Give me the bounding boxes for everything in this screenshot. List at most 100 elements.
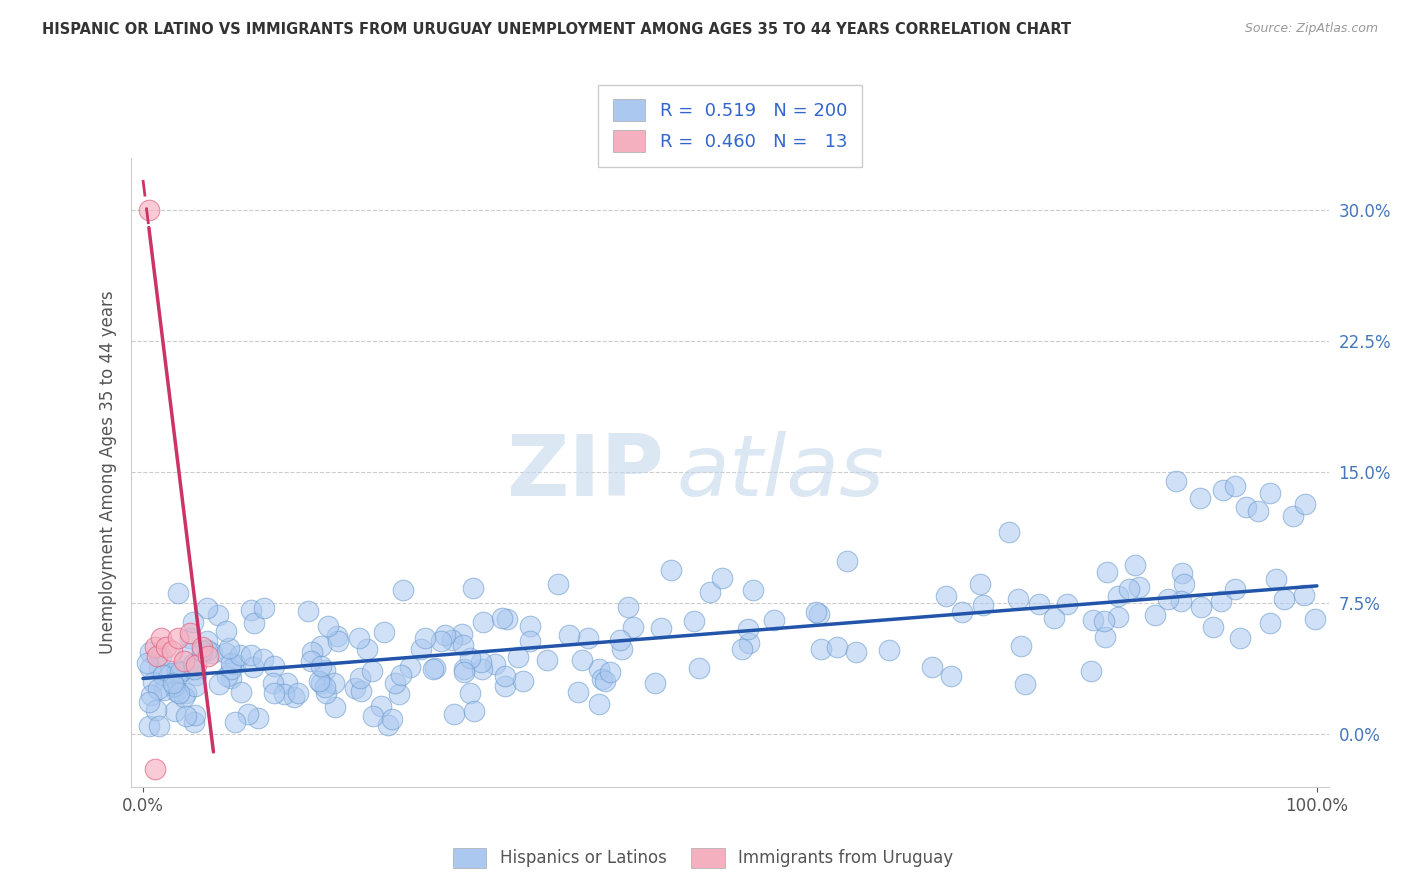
Point xyxy=(174,709,197,723)
Point xyxy=(451,638,474,652)
Point xyxy=(683,614,706,628)
Point xyxy=(1201,620,1223,634)
Point xyxy=(370,698,392,713)
Point xyxy=(1107,609,1129,624)
Point xyxy=(276,675,298,690)
Point xyxy=(316,619,339,633)
Point xyxy=(425,660,447,674)
Point xyxy=(737,623,759,637)
Point xyxy=(1225,582,1247,596)
Point xyxy=(195,643,218,657)
Point xyxy=(1081,613,1104,627)
Point xyxy=(207,607,229,622)
Point xyxy=(1164,474,1187,488)
Point xyxy=(381,712,404,726)
Point xyxy=(808,607,831,622)
Point xyxy=(1258,486,1281,500)
Point xyxy=(491,611,513,625)
Point xyxy=(184,667,207,681)
Point xyxy=(1170,593,1192,607)
Point xyxy=(326,630,349,644)
Point xyxy=(166,665,188,679)
Point xyxy=(1236,500,1258,515)
Point xyxy=(183,714,205,729)
Point xyxy=(450,627,472,641)
Point xyxy=(593,673,616,688)
Point xyxy=(609,633,631,648)
Point xyxy=(496,612,519,626)
Point xyxy=(273,687,295,701)
Point xyxy=(181,615,204,630)
Point xyxy=(221,671,243,685)
Point xyxy=(453,662,475,676)
Point xyxy=(308,673,330,688)
Point xyxy=(242,660,264,674)
Point xyxy=(472,615,495,630)
Point xyxy=(149,649,172,664)
Legend: Hispanics or Latinos, Immigrants from Uruguay: Hispanics or Latinos, Immigrants from Ur… xyxy=(446,841,960,875)
Point xyxy=(1189,600,1212,615)
Point xyxy=(195,634,218,648)
Point xyxy=(845,645,868,659)
Point xyxy=(659,563,682,577)
Point xyxy=(165,704,187,718)
Point xyxy=(484,657,506,671)
Point xyxy=(139,661,162,675)
Point xyxy=(1128,580,1150,594)
Point xyxy=(737,636,759,650)
Point xyxy=(710,571,733,585)
Point xyxy=(173,690,195,705)
Point xyxy=(142,675,165,690)
Point xyxy=(409,642,432,657)
Point xyxy=(494,668,516,682)
Point xyxy=(152,668,174,682)
Point xyxy=(825,640,848,654)
Point xyxy=(181,657,204,671)
Point xyxy=(145,704,167,718)
Point xyxy=(731,642,754,657)
Point xyxy=(384,676,406,690)
Point xyxy=(143,763,166,777)
Point xyxy=(190,640,212,654)
Point xyxy=(434,628,457,642)
Point xyxy=(363,709,385,723)
Point xyxy=(239,603,262,617)
Point xyxy=(262,675,284,690)
Point xyxy=(224,714,246,729)
Point xyxy=(138,695,160,709)
Point xyxy=(314,663,336,677)
Point xyxy=(179,631,201,645)
Point xyxy=(166,586,188,600)
Point xyxy=(688,660,710,674)
Point xyxy=(399,660,422,674)
Point xyxy=(1156,592,1178,607)
Point xyxy=(567,685,589,699)
Point xyxy=(547,577,569,591)
Point xyxy=(197,648,219,663)
Point xyxy=(1143,608,1166,623)
Point xyxy=(215,646,238,660)
Point xyxy=(835,554,858,568)
Point xyxy=(810,642,832,657)
Point xyxy=(422,662,444,676)
Point xyxy=(742,583,765,598)
Point xyxy=(1014,677,1036,691)
Point xyxy=(246,711,269,725)
Point xyxy=(160,665,183,680)
Point xyxy=(392,582,415,597)
Point xyxy=(174,686,197,700)
Point xyxy=(349,684,371,698)
Point xyxy=(143,640,166,654)
Point xyxy=(183,662,205,676)
Point xyxy=(138,719,160,733)
Point xyxy=(191,644,214,658)
Point xyxy=(377,717,399,731)
Point xyxy=(263,686,285,700)
Point xyxy=(610,641,633,656)
Point xyxy=(806,605,828,619)
Point xyxy=(170,665,193,679)
Point xyxy=(1010,640,1032,654)
Point xyxy=(361,665,384,679)
Text: HISPANIC OR LATINO VS IMMIGRANTS FROM URUGUAY UNEMPLOYMENT AMONG AGES 35 TO 44 Y: HISPANIC OR LATINO VS IMMIGRANTS FROM UR… xyxy=(42,22,1071,37)
Point xyxy=(644,675,666,690)
